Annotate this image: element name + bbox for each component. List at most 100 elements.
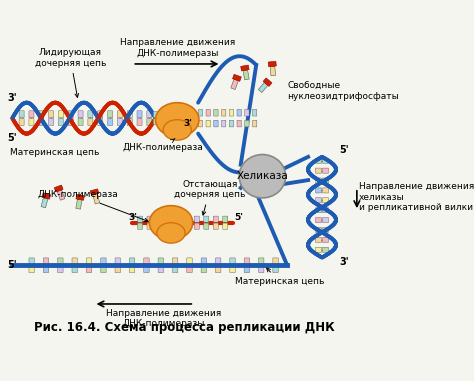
FancyBboxPatch shape [29,258,35,265]
FancyBboxPatch shape [153,112,158,118]
FancyBboxPatch shape [137,111,142,118]
FancyBboxPatch shape [118,111,122,118]
FancyBboxPatch shape [245,120,249,127]
FancyBboxPatch shape [323,218,328,223]
FancyBboxPatch shape [29,111,34,118]
Text: 5': 5' [7,133,17,143]
FancyBboxPatch shape [86,258,92,265]
FancyBboxPatch shape [172,112,176,118]
FancyBboxPatch shape [58,266,63,273]
FancyBboxPatch shape [147,223,152,229]
FancyBboxPatch shape [244,258,250,265]
Text: Направление движения
ДНК-полимеразы: Направление движения ДНК-полимеразы [106,309,221,328]
Text: 3': 3' [339,257,349,267]
Text: Свободные
нуклеозидтрифосфаты: Свободные нуклеозидтрифосфаты [287,82,399,101]
Text: Отстающая
дочерняя цепь: Отстающая дочерняя цепь [174,180,246,215]
FancyBboxPatch shape [158,266,164,273]
FancyBboxPatch shape [273,258,278,265]
Polygon shape [241,65,249,71]
FancyBboxPatch shape [68,111,73,118]
Ellipse shape [155,102,199,137]
Text: Хеликаза: Хеликаза [237,171,288,181]
FancyBboxPatch shape [43,258,49,265]
FancyBboxPatch shape [29,266,35,273]
FancyBboxPatch shape [167,118,172,125]
FancyBboxPatch shape [39,111,44,118]
Text: 5': 5' [7,259,17,270]
FancyBboxPatch shape [58,258,63,265]
FancyBboxPatch shape [137,118,142,125]
FancyBboxPatch shape [204,216,209,222]
FancyBboxPatch shape [187,258,192,265]
FancyBboxPatch shape [48,118,54,125]
Polygon shape [231,79,238,90]
Text: 3': 3' [128,213,137,223]
Ellipse shape [157,223,185,243]
FancyBboxPatch shape [137,223,143,229]
FancyBboxPatch shape [221,120,226,127]
Text: 5': 5' [235,213,244,223]
FancyBboxPatch shape [323,198,328,203]
FancyBboxPatch shape [158,112,163,118]
FancyBboxPatch shape [230,266,235,273]
FancyBboxPatch shape [258,266,264,273]
FancyBboxPatch shape [316,227,321,232]
FancyBboxPatch shape [316,208,321,213]
FancyBboxPatch shape [48,111,54,118]
FancyBboxPatch shape [88,111,93,118]
FancyBboxPatch shape [19,111,24,118]
FancyBboxPatch shape [58,111,64,118]
FancyBboxPatch shape [58,118,64,125]
FancyBboxPatch shape [158,118,163,125]
Text: Рис. 16.4. Схема процесса репликации ДНК: Рис. 16.4. Схема процесса репликации ДНК [34,321,335,334]
Ellipse shape [149,206,193,240]
FancyBboxPatch shape [316,178,321,183]
Polygon shape [76,199,82,209]
FancyBboxPatch shape [147,216,152,222]
Text: Материнская цепь: Материнская цепь [10,147,100,157]
FancyBboxPatch shape [158,258,164,265]
FancyBboxPatch shape [127,118,132,125]
FancyBboxPatch shape [323,247,328,252]
FancyBboxPatch shape [323,188,328,193]
FancyBboxPatch shape [153,118,158,125]
FancyBboxPatch shape [129,266,135,273]
FancyBboxPatch shape [185,223,190,229]
FancyBboxPatch shape [204,223,209,229]
FancyBboxPatch shape [163,118,167,125]
FancyBboxPatch shape [176,112,181,118]
FancyBboxPatch shape [244,266,250,273]
Polygon shape [76,194,84,200]
FancyBboxPatch shape [316,198,321,203]
FancyBboxPatch shape [144,266,149,273]
FancyBboxPatch shape [176,118,181,125]
FancyBboxPatch shape [323,158,328,163]
FancyBboxPatch shape [230,258,235,265]
Polygon shape [233,74,241,81]
FancyBboxPatch shape [216,266,221,273]
FancyBboxPatch shape [137,216,143,222]
FancyBboxPatch shape [185,216,190,222]
FancyBboxPatch shape [43,266,49,273]
FancyBboxPatch shape [100,266,106,273]
FancyBboxPatch shape [156,223,162,229]
Text: 3': 3' [183,119,192,128]
Polygon shape [90,189,99,195]
FancyBboxPatch shape [323,227,328,232]
FancyBboxPatch shape [19,118,24,125]
FancyBboxPatch shape [147,118,152,125]
Polygon shape [54,185,63,192]
FancyBboxPatch shape [237,120,241,127]
FancyBboxPatch shape [229,120,234,127]
Polygon shape [42,193,51,199]
Polygon shape [243,70,249,80]
Text: 5': 5' [339,145,349,155]
FancyBboxPatch shape [108,118,112,125]
FancyBboxPatch shape [175,223,181,229]
FancyBboxPatch shape [173,258,178,265]
Text: Направление движения
хеликазы
и репликативной вилки: Направление движения хеликазы и репликат… [359,182,474,212]
FancyBboxPatch shape [144,258,149,265]
Polygon shape [258,82,268,93]
Text: ДНК-полимераза: ДНК-полимераза [123,138,204,152]
FancyBboxPatch shape [78,118,83,125]
